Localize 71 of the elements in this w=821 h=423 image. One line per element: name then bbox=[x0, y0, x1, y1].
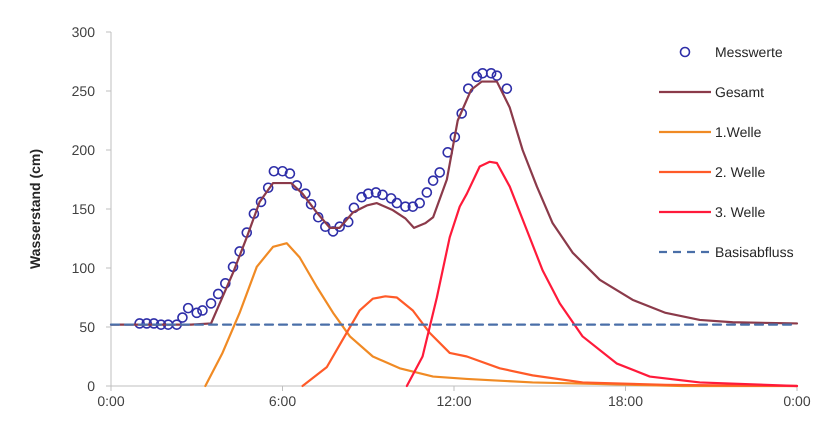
point bbox=[462, 83, 474, 94]
x-tick-label: 0:00 bbox=[97, 393, 125, 409]
legend-label: 3. Welle bbox=[715, 204, 766, 220]
point bbox=[248, 208, 260, 220]
point bbox=[428, 175, 438, 186]
point bbox=[291, 180, 302, 191]
point bbox=[134, 318, 145, 329]
point bbox=[502, 83, 512, 94]
point bbox=[434, 167, 446, 178]
point bbox=[228, 262, 238, 272]
point bbox=[220, 278, 231, 289]
point bbox=[156, 319, 166, 330]
point bbox=[477, 68, 488, 79]
point bbox=[400, 201, 411, 212]
point bbox=[206, 298, 216, 309]
point bbox=[356, 192, 367, 202]
point bbox=[414, 198, 425, 208]
x-tick-label: 12:00 bbox=[436, 393, 472, 409]
point bbox=[162, 319, 174, 330]
point bbox=[212, 288, 224, 300]
point bbox=[492, 70, 502, 81]
point bbox=[148, 318, 160, 329]
point bbox=[182, 302, 194, 314]
x-tick-label: 6:00 bbox=[268, 393, 296, 409]
y-tick-label: 100 bbox=[72, 260, 96, 276]
point bbox=[362, 188, 374, 199]
point bbox=[472, 72, 482, 82]
point bbox=[262, 182, 274, 194]
legend-label: Gesamt bbox=[715, 84, 764, 100]
point bbox=[328, 226, 338, 237]
x-tick-label: 18:00 bbox=[608, 393, 644, 409]
x-tick-label: 0:00 bbox=[783, 393, 811, 409]
point bbox=[392, 198, 402, 208]
point bbox=[241, 227, 252, 238]
y-tick-label: 250 bbox=[72, 82, 96, 99]
line-series bbox=[406, 160, 798, 388]
y-tick-label: 50 bbox=[79, 318, 96, 335]
point bbox=[342, 216, 354, 228]
point bbox=[256, 196, 266, 208]
point bbox=[486, 68, 496, 79]
point bbox=[377, 190, 388, 200]
legend-label: Basisabfluss bbox=[715, 244, 794, 260]
point bbox=[300, 188, 311, 199]
point bbox=[171, 319, 182, 330]
point bbox=[312, 212, 324, 223]
point bbox=[277, 166, 288, 177]
point bbox=[197, 305, 208, 316]
legend-label: Messwerte bbox=[715, 44, 783, 60]
y-axis-title: Wasserstand (cm) bbox=[27, 148, 43, 270]
y-tick-label: 150 bbox=[72, 200, 96, 217]
point bbox=[177, 312, 188, 323]
point bbox=[334, 221, 345, 232]
point bbox=[306, 198, 316, 210]
y-tick-label: 300 bbox=[72, 24, 96, 40]
y-tick-label: 0 bbox=[87, 378, 96, 394]
point bbox=[234, 246, 245, 257]
point bbox=[191, 308, 202, 318]
point bbox=[320, 221, 331, 232]
point bbox=[386, 193, 396, 204]
point bbox=[450, 132, 460, 142]
point bbox=[456, 108, 468, 119]
y-tick-label: 200 bbox=[72, 142, 96, 158]
point bbox=[348, 202, 360, 214]
point bbox=[422, 187, 432, 198]
point bbox=[408, 201, 418, 212]
point bbox=[268, 166, 280, 177]
legend-label: 1.Welle bbox=[715, 124, 762, 140]
point bbox=[284, 168, 296, 179]
legend-label: 2. Welle bbox=[715, 164, 766, 180]
point bbox=[141, 318, 152, 329]
point bbox=[370, 187, 382, 198]
